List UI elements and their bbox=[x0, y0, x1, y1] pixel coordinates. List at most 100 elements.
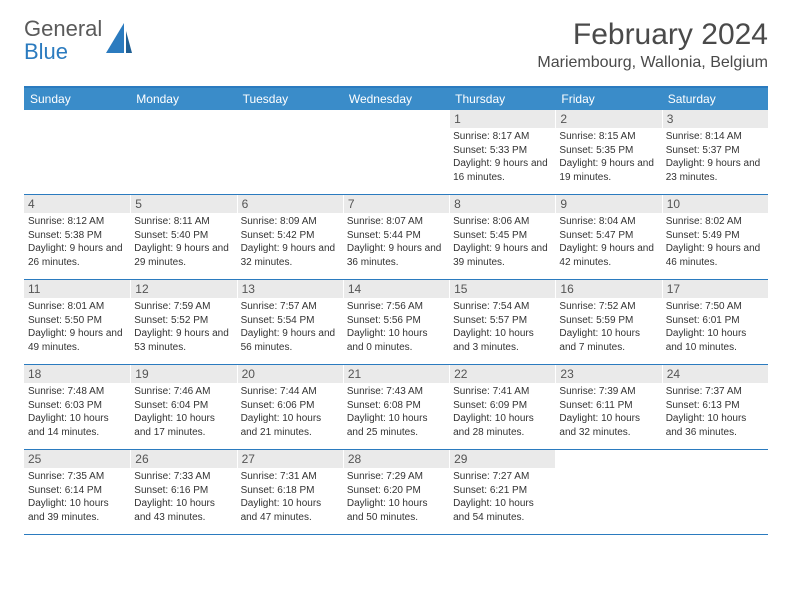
day-details: Sunrise: 7:33 AMSunset: 6:16 PMDaylight:… bbox=[130, 468, 236, 526]
day-number: 2 bbox=[555, 110, 661, 128]
calendar-day-cell bbox=[24, 110, 130, 194]
calendar-day-cell: 9Sunrise: 8:04 AMSunset: 5:47 PMDaylight… bbox=[555, 195, 661, 279]
sunrise-line: Sunrise: 8:02 AM bbox=[666, 215, 764, 229]
day-number: 5 bbox=[130, 195, 236, 213]
logo: General Blue bbox=[24, 18, 132, 64]
logo-text-gray: General bbox=[24, 16, 102, 41]
day-number: 20 bbox=[237, 365, 343, 383]
weekday-header: Friday bbox=[555, 88, 661, 110]
sunset-line: Sunset: 6:08 PM bbox=[347, 399, 445, 413]
day-details: Sunrise: 7:35 AMSunset: 6:14 PMDaylight:… bbox=[24, 468, 130, 526]
sunrise-line: Sunrise: 8:14 AM bbox=[666, 130, 764, 144]
calendar-day-cell: 29Sunrise: 7:27 AMSunset: 6:21 PMDayligh… bbox=[449, 450, 555, 534]
calendar-week-row: 4Sunrise: 8:12 AMSunset: 5:38 PMDaylight… bbox=[24, 195, 768, 280]
day-number: 23 bbox=[555, 365, 661, 383]
sunrise-line: Sunrise: 8:12 AM bbox=[28, 215, 126, 229]
day-details: Sunrise: 7:43 AMSunset: 6:08 PMDaylight:… bbox=[343, 383, 449, 441]
day-details: Sunrise: 7:46 AMSunset: 6:04 PMDaylight:… bbox=[130, 383, 236, 441]
day-number: 15 bbox=[449, 280, 555, 298]
daylight-line: Daylight: 9 hours and 19 minutes. bbox=[559, 157, 657, 184]
weekday-header-row: SundayMondayTuesdayWednesdayThursdayFrid… bbox=[24, 88, 768, 110]
day-details: Sunrise: 7:37 AMSunset: 6:13 PMDaylight:… bbox=[662, 383, 768, 441]
day-details: Sunrise: 7:54 AMSunset: 5:57 PMDaylight:… bbox=[449, 298, 555, 356]
sunset-line: Sunset: 5:33 PM bbox=[453, 144, 551, 158]
sunset-line: Sunset: 5:57 PM bbox=[453, 314, 551, 328]
day-details: Sunrise: 7:31 AMSunset: 6:18 PMDaylight:… bbox=[237, 468, 343, 526]
daylight-line: Daylight: 9 hours and 32 minutes. bbox=[241, 242, 339, 269]
sunrise-line: Sunrise: 7:56 AM bbox=[347, 300, 445, 314]
sunset-line: Sunset: 6:09 PM bbox=[453, 399, 551, 413]
calendar-week-row: 11Sunrise: 8:01 AMSunset: 5:50 PMDayligh… bbox=[24, 280, 768, 365]
sunset-line: Sunset: 6:18 PM bbox=[241, 484, 339, 498]
day-details: Sunrise: 7:52 AMSunset: 5:59 PMDaylight:… bbox=[555, 298, 661, 356]
daylight-line: Daylight: 10 hours and 10 minutes. bbox=[666, 327, 764, 354]
day-details: Sunrise: 8:09 AMSunset: 5:42 PMDaylight:… bbox=[237, 213, 343, 271]
sunset-line: Sunset: 5:49 PM bbox=[666, 229, 764, 243]
calendar-day-cell: 21Sunrise: 7:43 AMSunset: 6:08 PMDayligh… bbox=[343, 365, 449, 449]
sunset-line: Sunset: 5:56 PM bbox=[347, 314, 445, 328]
day-number: 13 bbox=[237, 280, 343, 298]
sunrise-line: Sunrise: 7:44 AM bbox=[241, 385, 339, 399]
sunrise-line: Sunrise: 7:48 AM bbox=[28, 385, 126, 399]
sunrise-line: Sunrise: 8:15 AM bbox=[559, 130, 657, 144]
sunset-line: Sunset: 6:04 PM bbox=[134, 399, 232, 413]
sunrise-line: Sunrise: 8:01 AM bbox=[28, 300, 126, 314]
day-details: Sunrise: 7:48 AMSunset: 6:03 PMDaylight:… bbox=[24, 383, 130, 441]
day-number: 28 bbox=[343, 450, 449, 468]
calendar: SundayMondayTuesdayWednesdayThursdayFrid… bbox=[24, 86, 768, 535]
calendar-day-cell: 14Sunrise: 7:56 AMSunset: 5:56 PMDayligh… bbox=[343, 280, 449, 364]
title-block: February 2024 Mariembourg, Wallonia, Bel… bbox=[537, 18, 768, 72]
sunrise-line: Sunrise: 8:09 AM bbox=[241, 215, 339, 229]
daylight-line: Daylight: 10 hours and 3 minutes. bbox=[453, 327, 551, 354]
logo-sail-icon bbox=[106, 23, 132, 57]
day-number: 25 bbox=[24, 450, 130, 468]
calendar-week-row: 18Sunrise: 7:48 AMSunset: 6:03 PMDayligh… bbox=[24, 365, 768, 450]
calendar-day-cell: 25Sunrise: 7:35 AMSunset: 6:14 PMDayligh… bbox=[24, 450, 130, 534]
sunrise-line: Sunrise: 7:46 AM bbox=[134, 385, 232, 399]
day-details: Sunrise: 8:14 AMSunset: 5:37 PMDaylight:… bbox=[662, 128, 768, 186]
calendar-day-cell: 18Sunrise: 7:48 AMSunset: 6:03 PMDayligh… bbox=[24, 365, 130, 449]
day-details: Sunrise: 7:39 AMSunset: 6:11 PMDaylight:… bbox=[555, 383, 661, 441]
daylight-line: Daylight: 10 hours and 43 minutes. bbox=[134, 497, 232, 524]
daylight-line: Daylight: 10 hours and 39 minutes. bbox=[28, 497, 126, 524]
calendar-day-cell: 2Sunrise: 8:15 AMSunset: 5:35 PMDaylight… bbox=[555, 110, 661, 194]
sunrise-line: Sunrise: 7:59 AM bbox=[134, 300, 232, 314]
calendar-day-cell: 8Sunrise: 8:06 AMSunset: 5:45 PMDaylight… bbox=[449, 195, 555, 279]
calendar-day-cell bbox=[237, 110, 343, 194]
calendar-day-cell: 17Sunrise: 7:50 AMSunset: 6:01 PMDayligh… bbox=[662, 280, 768, 364]
sunset-line: Sunset: 5:40 PM bbox=[134, 229, 232, 243]
daylight-line: Daylight: 10 hours and 0 minutes. bbox=[347, 327, 445, 354]
calendar-day-cell bbox=[662, 450, 768, 534]
daylight-line: Daylight: 9 hours and 42 minutes. bbox=[559, 242, 657, 269]
sunrise-line: Sunrise: 7:43 AM bbox=[347, 385, 445, 399]
calendar-day-cell: 15Sunrise: 7:54 AMSunset: 5:57 PMDayligh… bbox=[449, 280, 555, 364]
calendar-day-cell: 22Sunrise: 7:41 AMSunset: 6:09 PMDayligh… bbox=[449, 365, 555, 449]
sunrise-line: Sunrise: 7:57 AM bbox=[241, 300, 339, 314]
daylight-line: Daylight: 10 hours and 36 minutes. bbox=[666, 412, 764, 439]
sunrise-line: Sunrise: 8:04 AM bbox=[559, 215, 657, 229]
day-details: Sunrise: 8:06 AMSunset: 5:45 PMDaylight:… bbox=[449, 213, 555, 271]
calendar-day-cell: 12Sunrise: 7:59 AMSunset: 5:52 PMDayligh… bbox=[130, 280, 236, 364]
day-number: 26 bbox=[130, 450, 236, 468]
day-details: Sunrise: 8:12 AMSunset: 5:38 PMDaylight:… bbox=[24, 213, 130, 271]
sunset-line: Sunset: 6:03 PM bbox=[28, 399, 126, 413]
calendar-day-cell bbox=[343, 110, 449, 194]
day-details: Sunrise: 7:44 AMSunset: 6:06 PMDaylight:… bbox=[237, 383, 343, 441]
daylight-line: Daylight: 10 hours and 25 minutes. bbox=[347, 412, 445, 439]
calendar-day-cell: 11Sunrise: 8:01 AMSunset: 5:50 PMDayligh… bbox=[24, 280, 130, 364]
sunrise-line: Sunrise: 7:29 AM bbox=[347, 470, 445, 484]
daylight-line: Daylight: 9 hours and 16 minutes. bbox=[453, 157, 551, 184]
calendar-day-cell: 1Sunrise: 8:17 AMSunset: 5:33 PMDaylight… bbox=[449, 110, 555, 194]
sunset-line: Sunset: 6:20 PM bbox=[347, 484, 445, 498]
calendar-day-cell bbox=[555, 450, 661, 534]
sunrise-line: Sunrise: 8:07 AM bbox=[347, 215, 445, 229]
day-number: 1 bbox=[449, 110, 555, 128]
sunrise-line: Sunrise: 7:37 AM bbox=[666, 385, 764, 399]
sunrise-line: Sunrise: 7:39 AM bbox=[559, 385, 657, 399]
daylight-line: Daylight: 9 hours and 36 minutes. bbox=[347, 242, 445, 269]
calendar-day-cell: 4Sunrise: 8:12 AMSunset: 5:38 PMDaylight… bbox=[24, 195, 130, 279]
calendar-day-cell: 23Sunrise: 7:39 AMSunset: 6:11 PMDayligh… bbox=[555, 365, 661, 449]
calendar-day-cell: 5Sunrise: 8:11 AMSunset: 5:40 PMDaylight… bbox=[130, 195, 236, 279]
sunrise-line: Sunrise: 7:31 AM bbox=[241, 470, 339, 484]
daylight-line: Daylight: 10 hours and 17 minutes. bbox=[134, 412, 232, 439]
